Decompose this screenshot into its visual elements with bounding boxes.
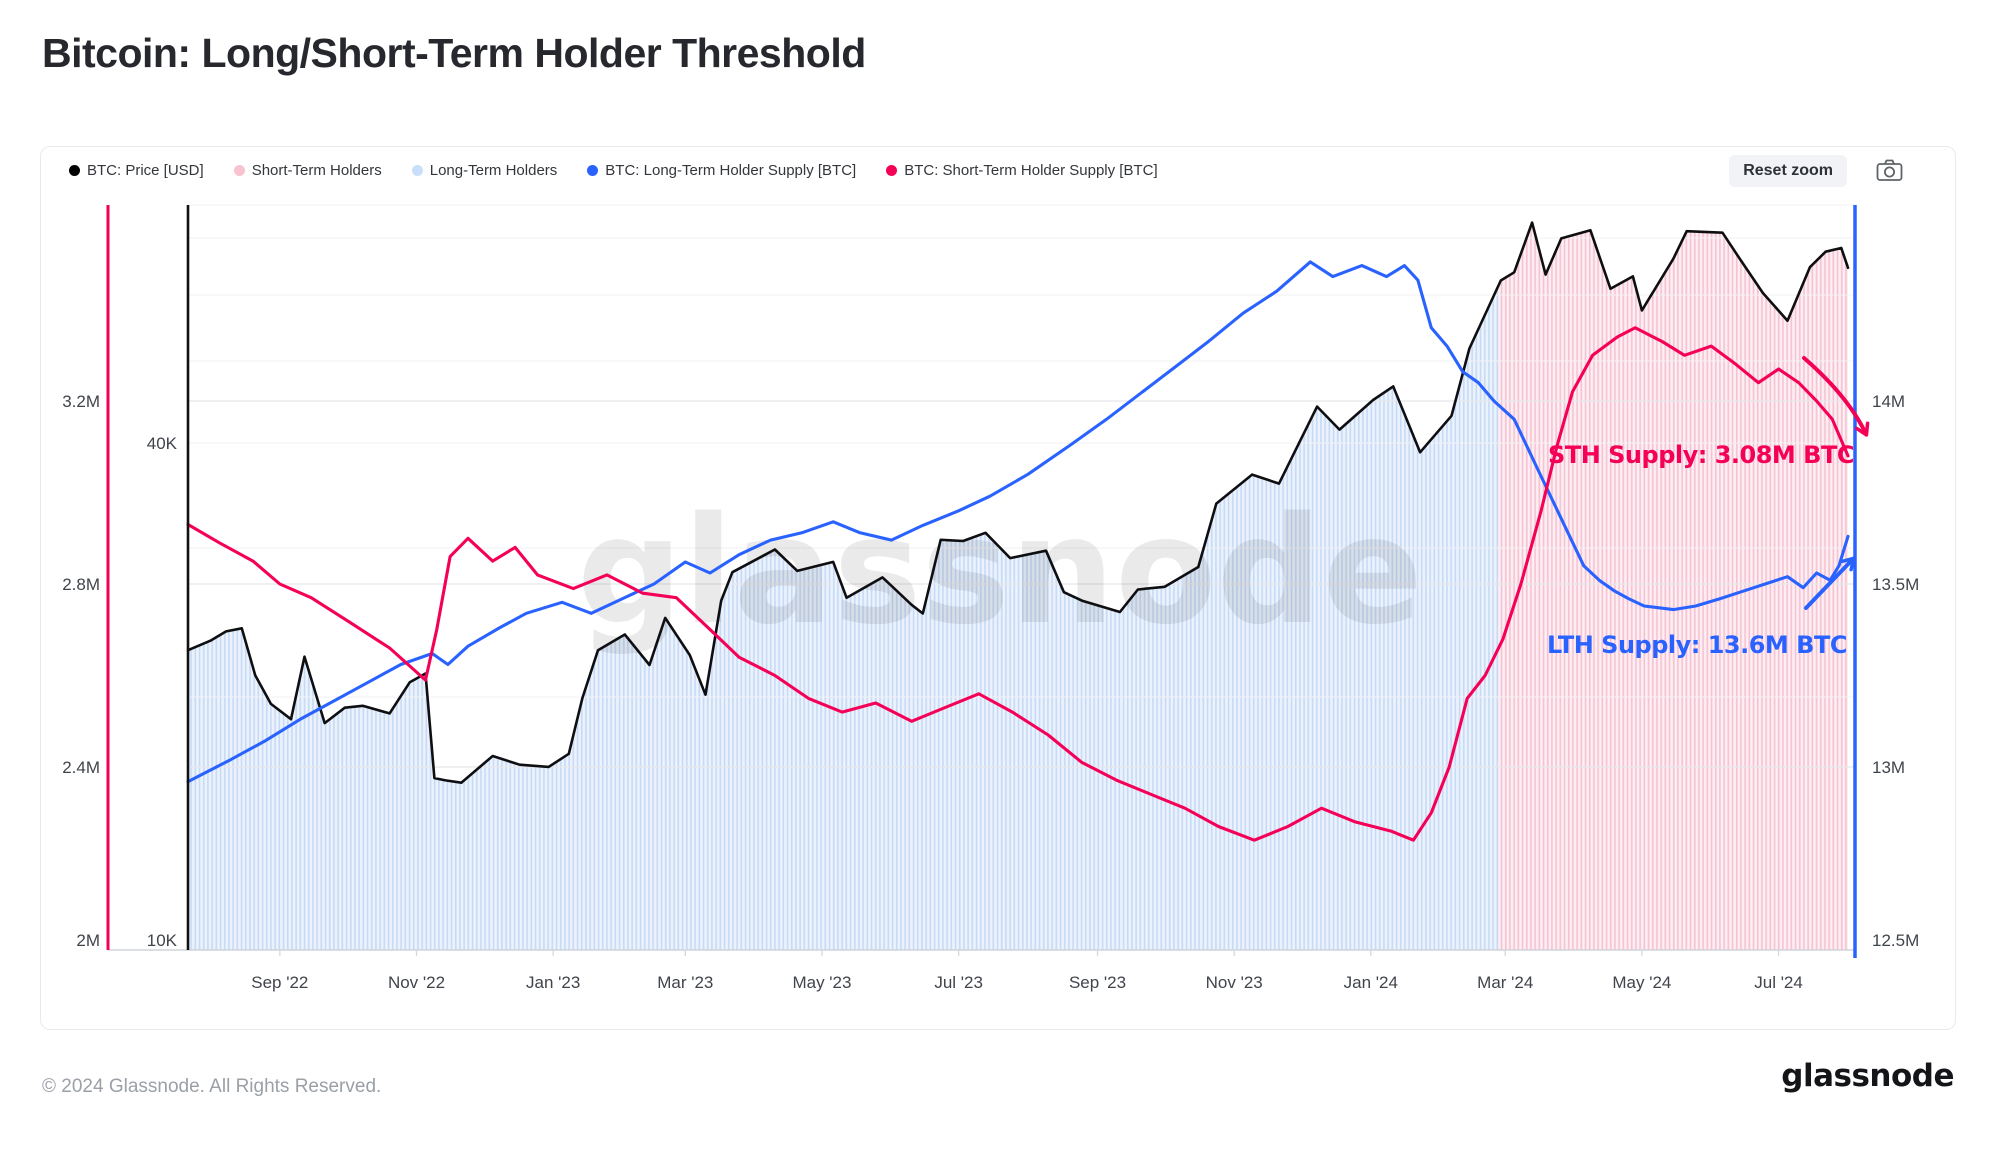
chart-card: BTC: Price [USD] Short-Term Holders Long-T… bbox=[40, 146, 1956, 1030]
legend-label: BTC: Long-Term Holder Supply [BTC] bbox=[605, 161, 857, 179]
btc-price-legend-dot-icon bbox=[69, 164, 80, 176]
legend-item-lth-supply[interactable]: BTC: Long-Term Holder Supply [BTC] bbox=[587, 162, 856, 179]
legend-item-sth-supply[interactable]: BTC: Short-Term Holder Supply [BTC] bbox=[886, 161, 1158, 179]
sth-supply-legend-dot-icon bbox=[886, 164, 898, 176]
legend-item-long-term-holders[interactable]: Long-Term Holders bbox=[411, 161, 558, 179]
legend-label: Short-Term Holders bbox=[251, 161, 382, 179]
screenshot-button[interactable] bbox=[1874, 157, 1905, 187]
glassnode-logo: glassnode bbox=[1781, 1058, 1954, 1094]
footer-copyright: © 2024 Glassnode. All Rights Reserved. bbox=[42, 1076, 382, 1097]
reset-zoom-button[interactable]: Reset zoom bbox=[1729, 155, 1847, 187]
legend-label: BTC: Price [USD] bbox=[87, 161, 204, 179]
legend-item-btc-price[interactable]: BTC: Price [USD] bbox=[69, 162, 204, 179]
lth-supply-legend-dot-icon bbox=[587, 164, 599, 176]
long-term-holders-legend-dot-icon bbox=[411, 164, 423, 176]
legend: BTC: Price [USD] Short-Term Holders Long-T… bbox=[69, 159, 1158, 181]
page-title: Bitcoin: Long/Short-Term Holder Threshol… bbox=[42, 30, 866, 76]
legend-label: BTC: Short-Term Holder Supply [BTC] bbox=[904, 161, 1158, 179]
camera-icon bbox=[1876, 159, 1903, 181]
legend-label: Long-Term Holders bbox=[429, 161, 558, 179]
legend-item-short-term-holders[interactable]: Short-Term Holders bbox=[233, 161, 382, 179]
short-term-holders-legend-dot-icon bbox=[233, 164, 245, 176]
